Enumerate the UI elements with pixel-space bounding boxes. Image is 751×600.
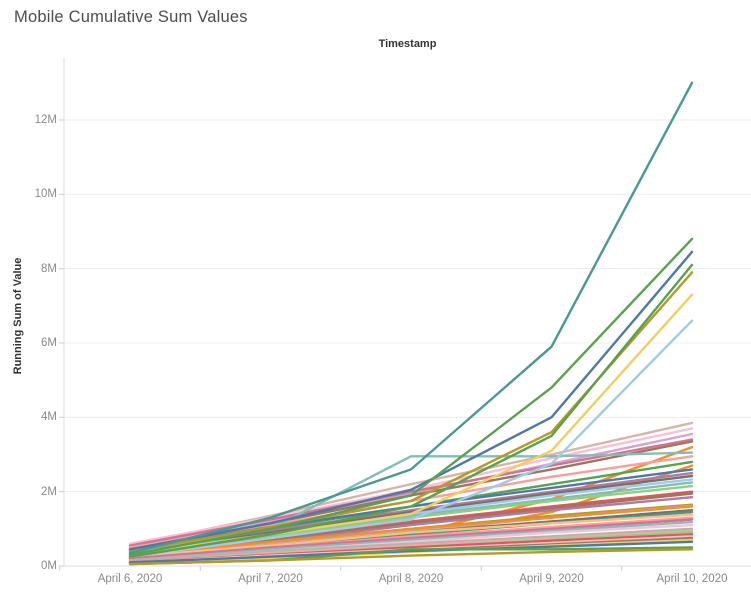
series-line-s29[interactable] <box>128 518 694 560</box>
series-line-s01[interactable] <box>128 81 694 555</box>
y-tick-label: 12M <box>34 113 57 126</box>
series-line-s07[interactable] <box>128 319 694 558</box>
y-tick-label: 2M <box>41 485 57 498</box>
series-line-s32[interactable] <box>128 527 694 562</box>
x-tick-label: April 7, 2020 <box>238 573 303 585</box>
chart-title: Mobile Cumulative Sum Values <box>14 8 248 26</box>
x-axis-title: Timestamp <box>378 38 437 50</box>
series-line-s03[interactable] <box>128 250 694 551</box>
x-tick-label: April 6, 2020 <box>97 573 163 585</box>
y-tick-label: 10M <box>34 188 57 201</box>
y-tick-label: 6M <box>41 336 57 349</box>
series-line-s39[interactable] <box>128 540 694 564</box>
series-line-s41[interactable] <box>128 548 694 566</box>
series-line-s43[interactable] <box>128 438 694 547</box>
y-tick-label: 8M <box>41 262 57 275</box>
x-tick-label: April 8, 2020 <box>378 573 444 585</box>
series-line-s24[interactable] <box>128 505 694 556</box>
series-line-s04[interactable] <box>128 263 694 558</box>
series-line-s27[interactable] <box>128 513 694 558</box>
y-tick-label: 4M <box>41 411 57 424</box>
x-tick-label: April 9, 2020 <box>519 573 584 585</box>
series-line-s18[interactable] <box>128 474 694 555</box>
x-tick-label: April 10, 2020 <box>656 573 728 585</box>
series-line-s02[interactable] <box>128 237 694 556</box>
y-tick-label: 0M <box>41 560 57 572</box>
